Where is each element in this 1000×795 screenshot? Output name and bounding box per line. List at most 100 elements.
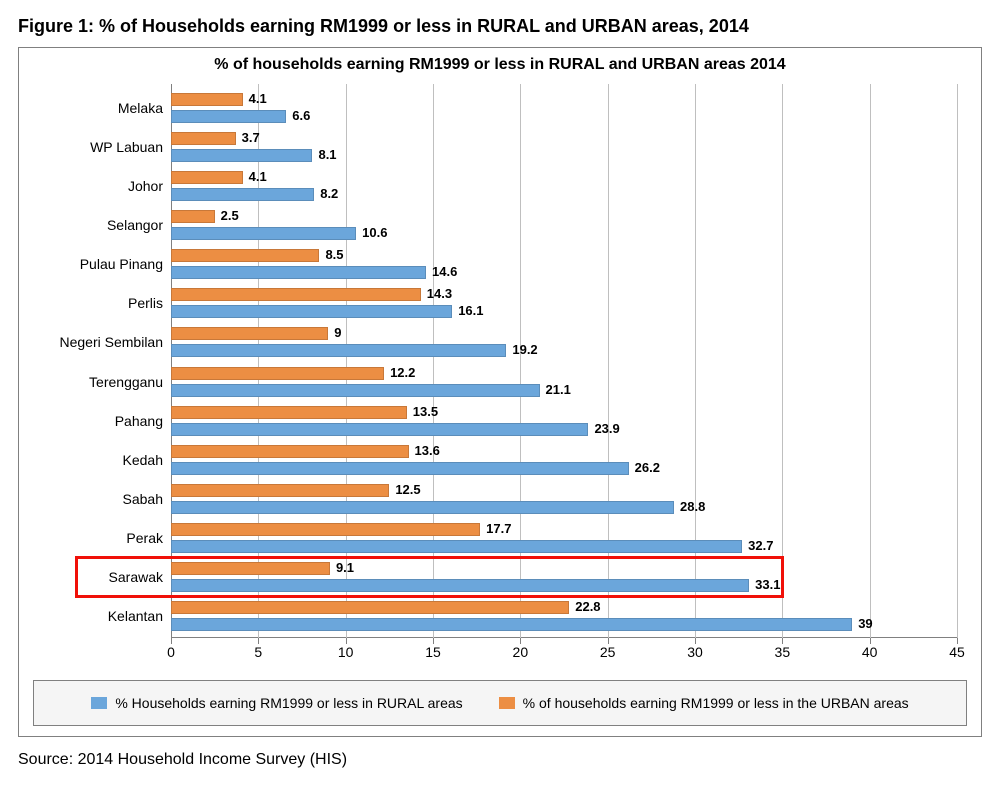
value-label-rural: 14.6	[432, 264, 457, 279]
x-tick-label: 30	[687, 644, 703, 660]
bar-group: 12.5 28.8	[171, 484, 957, 514]
category-label: Pahang	[115, 413, 163, 429]
legend-label-urban: % of households earning RM1999 or less i…	[523, 695, 909, 711]
plot-area: Melaka WP Labuan Johor Selangor Pulau Pinang…	[19, 84, 981, 638]
category-label: Sabah	[123, 491, 163, 507]
value-label-rural: 28.8	[680, 499, 705, 514]
bar-rural	[171, 227, 356, 240]
x-tick-label: 10	[338, 644, 354, 660]
bar-rural	[171, 501, 674, 514]
bar-urban	[171, 132, 236, 145]
gridline	[695, 84, 696, 638]
bar-urban	[171, 249, 319, 262]
bar-group: 22.8 39	[171, 601, 957, 631]
category-label: Pulau Pinang	[80, 256, 163, 272]
x-tick-label: 20	[513, 644, 529, 660]
value-label-rural: 8.2	[320, 186, 338, 201]
value-label-urban: 9.1	[336, 560, 354, 575]
bar-rural	[171, 305, 452, 318]
value-label-rural: 33.1	[755, 577, 780, 592]
gridline	[346, 84, 347, 638]
bar-rural	[171, 579, 749, 592]
value-label-urban: 13.6	[415, 443, 440, 458]
x-tick-label: 5	[254, 644, 262, 660]
bar-rural	[171, 188, 314, 201]
bar-urban	[171, 484, 389, 497]
x-tick-label: 40	[862, 644, 878, 660]
bar-group: 14.3 16.1	[171, 288, 957, 318]
value-label-urban: 12.5	[395, 482, 420, 497]
value-label-rural: 26.2	[635, 460, 660, 475]
legend-label-rural: % Households earning RM1999 or less in R…	[115, 695, 462, 711]
plot-canvas: 4.16.63.78.14.18.22.510.68.514.614.316.1…	[171, 84, 957, 638]
bar-group: 12.2 21.1	[171, 367, 957, 397]
bar-group: 4.1 6.6	[171, 93, 957, 123]
legend-item-rural: % Households earning RM1999 or less in R…	[91, 695, 462, 711]
gridline	[258, 84, 259, 638]
value-label-urban: 14.3	[427, 286, 452, 301]
legend: % Households earning RM1999 or less in R…	[33, 680, 967, 726]
category-label: WP Labuan	[90, 139, 163, 155]
source-line: Source: 2014 Household Income Survey (HI…	[18, 751, 982, 769]
x-tick-label: 45	[949, 644, 965, 660]
bar-urban	[171, 562, 330, 575]
value-label-urban: 17.7	[486, 521, 511, 536]
category-label: Johor	[128, 178, 163, 194]
category-label: Negeri Sembilan	[60, 334, 164, 350]
value-label-urban: 9	[334, 325, 341, 340]
bar-rural	[171, 110, 286, 123]
category-label: Terengganu	[89, 374, 163, 390]
value-label-urban: 8.5	[325, 247, 343, 262]
bar-rural	[171, 266, 426, 279]
y-axis-labels: Melaka WP Labuan Johor Selangor Pulau Pinang…	[19, 84, 171, 638]
category-label: Perlis	[128, 295, 163, 311]
bar-urban	[171, 406, 407, 419]
figure-caption: Figure 1: % of Households earning RM1999…	[18, 16, 982, 37]
value-label-rural: 32.7	[748, 538, 773, 553]
value-label-urban: 13.5	[413, 404, 438, 419]
value-label-rural: 21.1	[546, 382, 571, 397]
x-tick-label: 15	[425, 644, 441, 660]
bar-rural	[171, 344, 506, 357]
bar-urban	[171, 601, 569, 614]
bar-group: 13.6 26.2	[171, 445, 957, 475]
gridline	[433, 84, 434, 638]
bar-group: 4.1 8.2	[171, 171, 957, 201]
gridline	[520, 84, 521, 638]
bar-group: 2.510.6	[171, 210, 957, 240]
value-label-rural: 23.9	[594, 421, 619, 436]
value-label-urban: 12.2	[390, 365, 415, 380]
value-label-rural: 39	[858, 616, 872, 631]
category-label: Sarawak	[109, 569, 163, 585]
value-label-urban: 4.1	[249, 91, 267, 106]
bar-urban	[171, 523, 480, 536]
legend-swatch-rural	[91, 697, 107, 709]
gridline	[957, 84, 958, 638]
bar-urban	[171, 327, 328, 340]
bar-urban	[171, 171, 243, 184]
category-label: Perak	[126, 530, 163, 546]
category-label: Selangor	[107, 217, 163, 233]
bar-rural	[171, 384, 540, 397]
value-label-urban: 22.8	[575, 599, 600, 614]
value-label-rural: 8.1	[318, 147, 336, 162]
value-label-urban: 4.1	[249, 169, 267, 184]
x-tick-label: 35	[775, 644, 791, 660]
value-label-urban: 2.5	[221, 208, 239, 223]
bar-group: 9.1 33.1	[171, 562, 957, 592]
value-label-rural: 16.1	[458, 303, 483, 318]
value-label-rural: 6.6	[292, 108, 310, 123]
chart-container: % of households earning RM1999 or less i…	[18, 47, 982, 737]
y-axis-line	[171, 84, 172, 638]
gridline	[608, 84, 609, 638]
value-label-rural: 19.2	[512, 342, 537, 357]
bar-urban	[171, 445, 409, 458]
bar-urban	[171, 367, 384, 380]
bar-urban	[171, 210, 215, 223]
category-label: Melaka	[118, 100, 163, 116]
x-tick-label: 0	[167, 644, 175, 660]
bar-rural	[171, 540, 742, 553]
category-label: Kelantan	[108, 608, 163, 624]
chart-title: % of households earning RM1999 or less i…	[19, 48, 981, 80]
bar-rural	[171, 462, 629, 475]
